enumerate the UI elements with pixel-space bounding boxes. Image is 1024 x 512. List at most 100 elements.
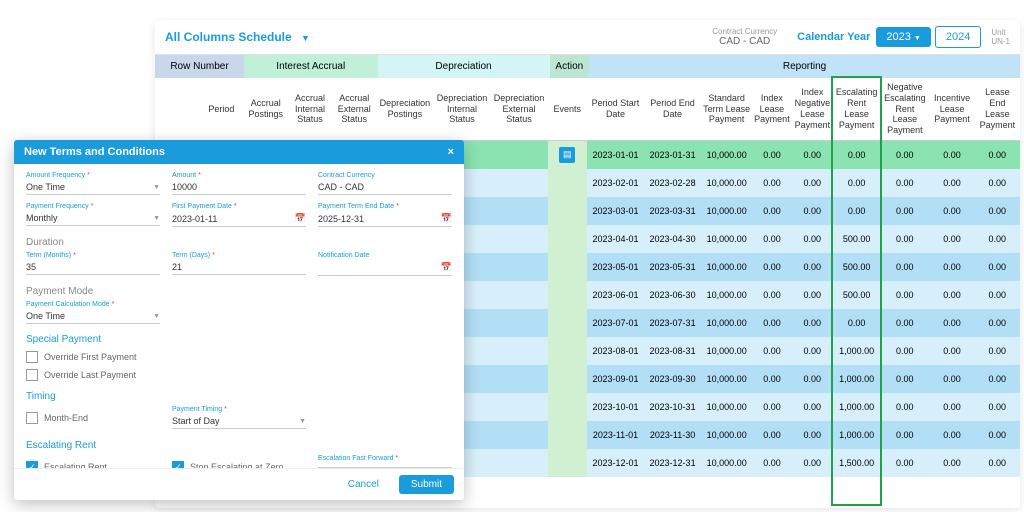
section-special-payment: Special Payment xyxy=(26,334,452,345)
cell-pe: 2023-02-28 xyxy=(644,169,701,197)
cell-std: 10,000.00 xyxy=(701,197,752,225)
cell-end: 0.00 xyxy=(975,309,1020,337)
cell-pe: 2023-01-31 xyxy=(644,141,701,169)
term-days-label: Term (Days) xyxy=(172,252,306,259)
cell-inc: 0.00 xyxy=(929,197,974,225)
col-header-std: Standard Term Lease Payment xyxy=(701,78,752,140)
col-header-dext: Depreciation External Status xyxy=(491,78,548,140)
cell-std: 10,000.00 xyxy=(701,393,752,421)
cell-nesc: 0.00 xyxy=(880,421,929,449)
cell-nesc: 0.00 xyxy=(880,449,929,477)
cell-end: 0.00 xyxy=(975,337,1020,365)
cell-std: 10,000.00 xyxy=(701,365,752,393)
payment-timing-select[interactable]: Start of Day▼ xyxy=(172,414,306,429)
payment-frequency-select[interactable]: Monthly▼ xyxy=(26,211,160,226)
column-group-row: Row NumberInterest AccrualDepreciationAc… xyxy=(155,55,1020,78)
cell-ps: 2023-10-01 xyxy=(587,393,644,421)
override-last-checkbox[interactable]: Override Last Payment xyxy=(26,369,452,381)
cell-idx: 0.00 xyxy=(752,169,791,197)
payment-frequency-label: Payment Frequency xyxy=(26,203,160,210)
cell-pe: 2023-08-31 xyxy=(644,337,701,365)
amount-frequency-select[interactable]: One Time▼ xyxy=(26,180,160,195)
cell-ps: 2023-07-01 xyxy=(587,309,644,337)
payment-term-end-input[interactable]: 2025-12-31📅 xyxy=(318,211,452,227)
cell-ps: 2023-08-01 xyxy=(587,337,644,365)
cell-idx: 0.00 xyxy=(752,225,791,253)
cell-end: 0.00 xyxy=(975,169,1020,197)
cell-esc: 1,000.00 xyxy=(833,365,880,393)
section-duration: Duration xyxy=(26,237,452,248)
cell-idxn: 0.00 xyxy=(792,337,833,365)
term-days-input[interactable]: 21 xyxy=(172,260,306,275)
cell-nesc: 0.00 xyxy=(880,365,929,393)
cell-idx: 0.00 xyxy=(752,421,791,449)
col-header-idx: Index Lease Payment xyxy=(752,78,792,140)
cell-end: 0.00 xyxy=(975,141,1020,169)
column-group: Reporting xyxy=(589,55,1020,78)
col-header-dint: Depreciation Internal Status xyxy=(433,78,490,140)
cell-esc: 500.00 xyxy=(833,281,880,309)
amount-label: Amount xyxy=(172,172,306,179)
column-group: Row Number xyxy=(155,55,244,78)
cell-nesc: 0.00 xyxy=(880,253,929,281)
cell-dext xyxy=(491,393,548,421)
cell-dext xyxy=(491,197,548,225)
dialog-footer: Cancel Submit xyxy=(14,468,464,500)
column-group: Action xyxy=(550,55,590,78)
cell-ev xyxy=(548,449,587,477)
cell-idx: 0.00 xyxy=(752,253,791,281)
year-button-2023[interactable]: 2023 ▼ xyxy=(876,27,930,47)
close-icon[interactable]: × xyxy=(448,146,454,158)
cell-ps: 2023-02-01 xyxy=(587,169,644,197)
escalating-rent-checkbox[interactable]: ✓Escalating Rent xyxy=(26,461,160,468)
cell-nesc: 0.00 xyxy=(880,197,929,225)
notification-date-input[interactable]: 📅 xyxy=(318,260,452,276)
document-icon[interactable]: ▤ xyxy=(559,147,575,163)
cell-dext xyxy=(491,421,548,449)
cell-nesc: 0.00 xyxy=(880,393,929,421)
cell-nesc: 0.00 xyxy=(880,309,929,337)
cell-pe: 2023-04-30 xyxy=(644,225,701,253)
cell-esc: 1,000.00 xyxy=(833,421,880,449)
col-header-apost: Accrual Postings xyxy=(244,78,288,140)
cancel-button[interactable]: Cancel xyxy=(336,475,391,494)
cell-esc: 1,000.00 xyxy=(833,393,880,421)
cell-inc: 0.00 xyxy=(929,253,974,281)
cell-inc: 0.00 xyxy=(929,393,974,421)
amount-input[interactable]: 10000 xyxy=(172,180,306,195)
cell-pe: 2023-11-30 xyxy=(644,421,701,449)
amount-frequency-label: Amount Frequency xyxy=(26,172,160,179)
cell-ev xyxy=(548,393,587,421)
cell-ev xyxy=(548,225,587,253)
col-header-idxn: Index Negative Lease Payment xyxy=(792,78,833,140)
calendar-icon: 📅 xyxy=(295,213,306,224)
month-end-checkbox[interactable]: Month-End xyxy=(26,412,160,424)
chevron-down-icon: ▼ xyxy=(301,33,310,43)
cell-dext xyxy=(491,309,548,337)
cell-inc: 0.00 xyxy=(929,225,974,253)
cell-ps: 2023-05-01 xyxy=(587,253,644,281)
cell-ps: 2023-01-01 xyxy=(587,141,644,169)
cell-nesc: 0.00 xyxy=(880,225,929,253)
cell-idxn: 0.00 xyxy=(792,225,833,253)
cell-dext xyxy=(491,449,548,477)
cell-pe: 2023-05-31 xyxy=(644,253,701,281)
payment-timing-label: Payment Timing xyxy=(172,406,306,413)
schedule-title-dropdown[interactable]: All Columns Schedule ▼ xyxy=(165,30,310,44)
cell-idxn: 0.00 xyxy=(792,365,833,393)
cell-ev xyxy=(548,309,587,337)
submit-button[interactable]: Submit xyxy=(399,475,454,494)
column-group: Interest Accrual xyxy=(244,55,377,78)
payment-calc-mode-select[interactable]: One Time▼ xyxy=(26,309,160,324)
override-first-checkbox[interactable]: Override First Payment xyxy=(26,351,452,363)
col-header-ps: Period Start Date xyxy=(587,78,644,140)
cell-esc: 1,500.00 xyxy=(833,449,880,477)
col-header-period: Period xyxy=(199,78,243,140)
cell-ev xyxy=(548,253,587,281)
first-payment-date-input[interactable]: 2023-01-11📅 xyxy=(172,211,306,227)
cell-std: 10,000.00 xyxy=(701,421,752,449)
stop-at-zero-checkbox[interactable]: ✓Stop Escalating at Zero xyxy=(172,461,306,468)
year-button-2024[interactable]: 2024 xyxy=(935,26,981,48)
first-payment-date-label: First Payment Date xyxy=(172,203,306,210)
term-months-input[interactable]: 35 xyxy=(26,260,160,275)
